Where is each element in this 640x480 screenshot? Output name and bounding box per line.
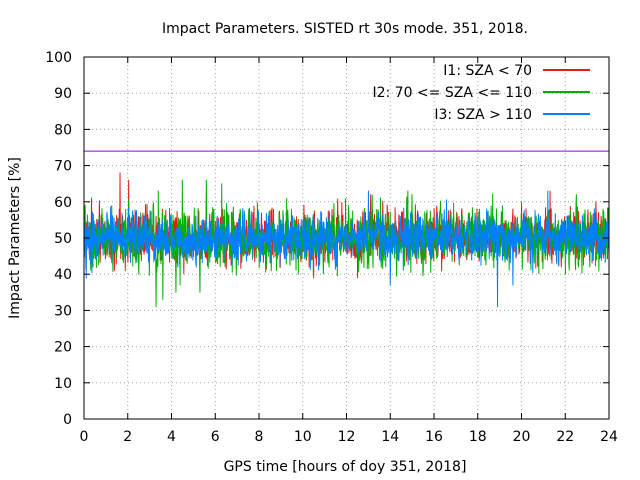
legend-label-2: I2: 70 <= SZA <= 110 [372, 85, 532, 101]
x-tick-label: 22 [556, 429, 574, 445]
y-tick-label: 90 [54, 86, 72, 102]
x-axis-label: GPS time [hours of doy 351, 2018] [224, 459, 467, 475]
legend: I1: SZA < 70 I2: 70 <= SZA <= 110 I3: SZA … [372, 63, 590, 123]
series-group [83, 172, 610, 308]
plot-area [83, 150, 610, 308]
x-tick-label: 4 [167, 429, 176, 445]
legend-label-3: I3: SZA > 110 [434, 107, 532, 123]
x-tick-label: 0 [80, 429, 89, 445]
x-tick-label: 14 [381, 429, 399, 445]
x-tick-label: 24 [600, 429, 618, 445]
x-tick-label: 16 [425, 429, 443, 445]
y-tick-label: 70 [54, 159, 72, 175]
y-tick-label: 40 [54, 267, 72, 283]
y-tick-label: 0 [63, 412, 72, 428]
x-tick-label: 6 [211, 429, 220, 445]
axis-ticks: 0 2 4 6 8 10 12 14 16 18 20 22 240102030405060708090… [45, 50, 618, 445]
y-tick-label: 60 [54, 195, 72, 211]
y-tick-label: 20 [54, 340, 72, 356]
y-tick-label: 30 [54, 303, 72, 319]
x-tick-label: 12 [338, 429, 356, 445]
x-tick-label: 2 [123, 429, 132, 445]
x-tick-label: 20 [513, 429, 531, 445]
y-axis-label: Impact Parameters [%] [7, 157, 23, 319]
x-tick-label: 10 [294, 429, 312, 445]
y-tick-label: 50 [54, 231, 72, 247]
y-tick-label: 80 [54, 122, 72, 138]
legend-label-1: I1: SZA < 70 [443, 63, 532, 79]
chart-title: Impact Parameters. SISTED rt 30s mode. 3… [162, 21, 528, 37]
y-tick-label: 10 [54, 376, 72, 392]
series-line-3 [83, 190, 610, 308]
x-tick-label: 8 [255, 429, 264, 445]
x-tick-label: 18 [469, 429, 487, 445]
y-tick-label: 100 [45, 50, 72, 66]
